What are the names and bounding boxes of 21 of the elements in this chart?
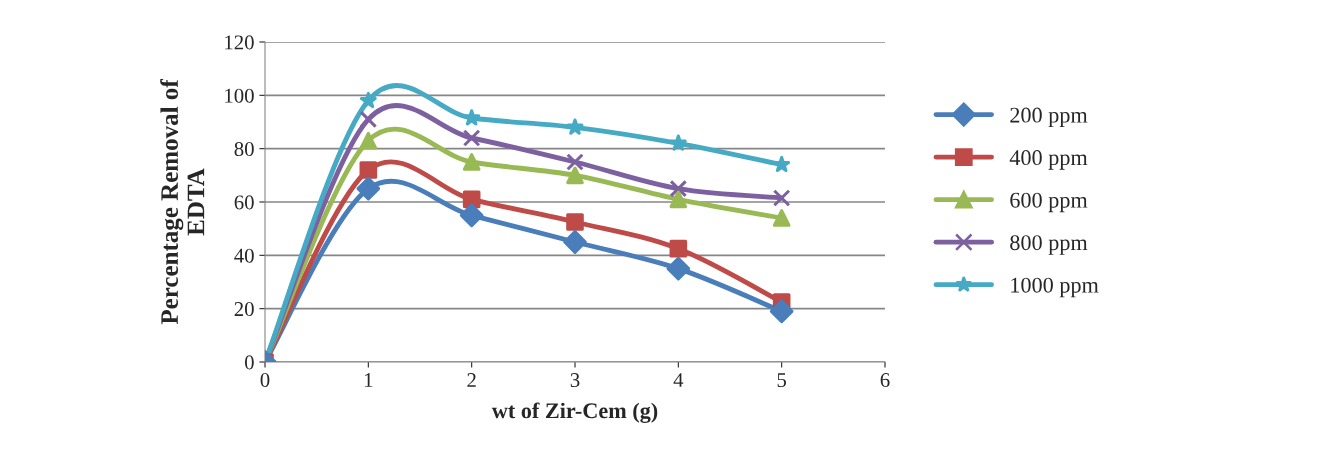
y-tick-label: 100 <box>225 88 254 103</box>
y-tick-label: 120 <box>225 35 254 50</box>
legend-label: 800 ppm <box>1010 235 1088 255</box>
y-tick-label: 60 <box>234 195 254 210</box>
x-tick-label: 0 <box>260 373 270 388</box>
x-axis-title: wt of Zir-Cem (g) <box>491 402 658 423</box>
legend-label: 400 ppm <box>1009 150 1088 170</box>
x-tick-label: 1 <box>364 373 373 387</box>
x-tick-label: 4 <box>673 373 684 387</box>
y-tick-label: 20 <box>234 302 254 317</box>
y-tick-label: 40 <box>234 248 254 263</box>
x-tick-label: 5 <box>777 373 787 388</box>
legend-label: 600 ppm <box>1010 192 1088 213</box>
legend-label: 1000 ppm <box>1011 277 1099 298</box>
y-axis-title: Percentage Removal of EDTA <box>160 79 205 325</box>
x-tick-label: 3 <box>570 373 580 388</box>
x-tick-label: 2 <box>467 373 476 387</box>
legend-label: 200 ppm <box>1010 107 1088 128</box>
x-tick-label: 6 <box>880 373 890 388</box>
y-tick-label: 80 <box>234 142 254 157</box>
y-tick-label: 0 <box>244 355 254 370</box>
